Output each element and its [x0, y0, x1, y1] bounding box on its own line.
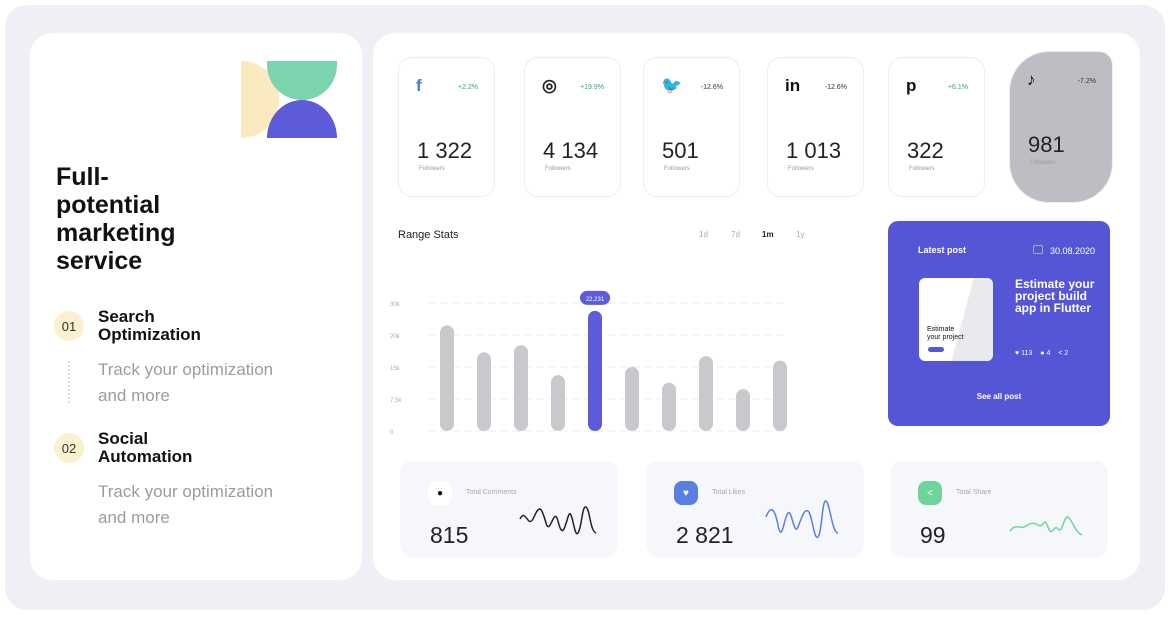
social-card-instagram[interactable]: ◎ +19.9% 4 134 Followers [524, 57, 621, 197]
follower-count: 322 [907, 138, 944, 163]
y-tick-label: 30k [390, 302, 401, 308]
share-sparkline [1009, 516, 1083, 536]
total-label: Total Share [956, 489, 992, 496]
comments-sparkline [519, 506, 597, 535]
total-value: 815 [430, 522, 469, 548]
followers-label: Followers [1030, 160, 1056, 166]
step-number: 02 [54, 433, 84, 463]
total-comments-card: ● Total Comments 815 [400, 461, 618, 557]
bar-may [588, 310, 602, 431]
brand-logo [241, 61, 337, 138]
change-percent: +2.2% [457, 84, 478, 91]
y-tick-label: 7,5k [390, 398, 402, 404]
facebook-icon: f [416, 76, 422, 95]
comment-icon: ● [428, 481, 452, 505]
post-thumbnail[interactable]: Estimate your project [919, 278, 993, 361]
y-tick-label: 20k [390, 334, 401, 340]
total-label: Total Comments [466, 489, 517, 496]
total-value: 2 821 [676, 522, 734, 548]
thumbnail-text: Estimate your project [927, 326, 964, 341]
bar-sep [736, 389, 750, 431]
follower-count: 501 [662, 138, 699, 163]
heart-icon: ♥ [1015, 350, 1020, 357]
step-title: Social Automation [98, 429, 193, 466]
value-tooltip [580, 290, 610, 305]
followers-label: Followers [419, 166, 445, 172]
followers-label: Followers [909, 166, 935, 172]
total-value: 99 [920, 522, 946, 548]
change-percent: -7.2% [1077, 78, 1096, 85]
follower-count: 4 134 [543, 138, 599, 163]
range-1y[interactable]: 1y [796, 230, 805, 239]
post-heading: Latest post [918, 245, 967, 255]
followers-label: Followers [664, 166, 690, 172]
post-date: 30.08.2020 [1050, 246, 1096, 256]
bar-apr [551, 375, 565, 431]
dashboard: f +2.2% 1 322 Followers ◎ +19.9% 4 134 Fo… [373, 33, 1140, 580]
bar-jan [440, 325, 454, 431]
bar-aug [699, 356, 713, 431]
hero-card: Full-potential marketing service 01 Sear… [30, 33, 362, 580]
y-tick-label: 15k [390, 366, 401, 372]
range-7d[interactable]: 7d [731, 230, 740, 239]
pinterest-icon: p [906, 76, 917, 95]
range-stats-chart: 07,5k15k20k30kJanFebMarAprMay22,231JuneJ… [390, 290, 788, 436]
followers-label: Followers [788, 166, 814, 172]
step-desc: Track your optimization and more [98, 482, 274, 527]
instagram-icon: ◎ [542, 76, 557, 95]
share-icon: < [918, 481, 942, 505]
range-1m[interactable]: 1m [762, 230, 774, 239]
comments-count: ● 4 [1040, 350, 1051, 357]
hero-title: Full-potential marketing service [56, 163, 176, 275]
change-percent: -12.6% [700, 84, 723, 91]
bar-oct [773, 360, 787, 431]
tiktok-icon: ♪ [1027, 70, 1036, 89]
bar-june [625, 367, 639, 431]
see-all-post-link[interactable]: See all post [976, 392, 1022, 401]
step-number: 01 [54, 311, 84, 341]
total-label: Total Likes [712, 489, 746, 496]
comment-icon: ● [1040, 350, 1045, 357]
social-card-facebook[interactable]: f +2.2% 1 322 Followers [398, 57, 495, 197]
followers-label: Followers [545, 166, 571, 172]
follower-count: 1 322 [417, 138, 473, 163]
latest-post-card[interactable]: Latest post 30.08.2020 Estimate your pro… [888, 221, 1110, 426]
social-card-linkedin[interactable]: in -12.6% 1 013 Followers [767, 57, 864, 197]
change-percent: +19.9% [580, 84, 604, 91]
likes-count: ♥ 113 [1015, 350, 1033, 357]
follower-count: 981 [1028, 132, 1065, 157]
twitter-icon: 🐦 [661, 76, 683, 95]
step-title: Search Optimization [98, 307, 201, 344]
heart-icon: ♥ [674, 481, 698, 505]
step-desc: Track your optimization and more [98, 360, 274, 405]
shares-count: < 2 [1058, 350, 1069, 357]
bar-feb [477, 352, 491, 431]
change-percent: -12.6% [824, 84, 847, 91]
value-tooltip-label: 22,231 [586, 297, 605, 303]
y-tick-label: 0 [390, 430, 394, 436]
post-title: Estimate your project build app in Flutt… [1015, 277, 1095, 315]
social-card-twitter[interactable]: 🐦 -12.6% 501 Followers [643, 57, 740, 197]
step-connector [68, 361, 70, 403]
total-share-card: < Total Share 99 [890, 461, 1108, 557]
follower-count: 1 013 [786, 138, 842, 163]
calendar-icon [1033, 245, 1043, 254]
total-likes-card: ♥ Total Likes 2 821 [646, 461, 864, 557]
range-1d[interactable]: 1d [699, 230, 708, 239]
likes-sparkline [765, 500, 839, 538]
bar-mar [514, 345, 528, 431]
social-card-pinterest[interactable]: p +6.1% 322 Followers [888, 57, 985, 197]
change-percent: +6.1% [947, 84, 968, 91]
social-card-tiktok[interactable]: ♪ -7.2% 981 Followers [1009, 51, 1113, 203]
linkedin-icon: in [785, 76, 801, 95]
bar-july [662, 382, 676, 431]
share-icon: < [1058, 350, 1063, 357]
chart-title: Range Stats [398, 229, 459, 241]
